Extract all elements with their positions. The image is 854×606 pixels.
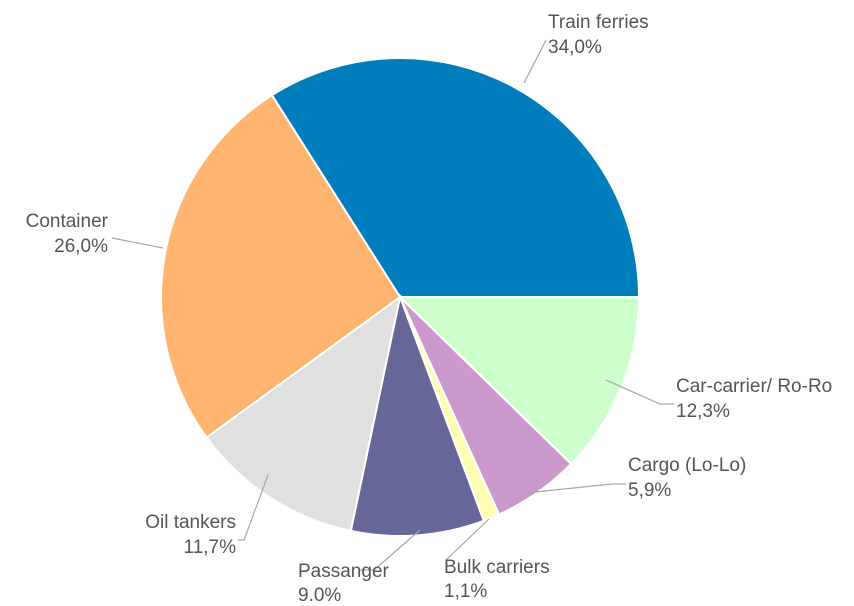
slice-value-label: 26,0%: [54, 236, 108, 257]
leader-line: [605, 379, 674, 405]
slice-name-label: Cargo (Lo-Lo): [628, 455, 746, 476]
slice-value-label: 34,0%: [548, 37, 602, 58]
leader-line: [111, 237, 164, 249]
pie-slice-train-ferries: [270, 57, 641, 298]
slice-name-label: Bulk carriers: [444, 557, 550, 578]
leader-line: [360, 529, 421, 571]
slice-name-label: Train ferries: [548, 12, 649, 33]
slice-value-label: 9.0%: [298, 585, 341, 601]
leader-line: [525, 483, 626, 494]
slice-value-label: 1,1%: [444, 581, 487, 601]
slice-value-label: 12,3%: [676, 401, 730, 422]
leader-line: [445, 518, 490, 561]
slice-value-label: 11,7%: [184, 537, 237, 558]
pie-slice-passanger: [349, 293, 486, 538]
pie-slice-oil-tankers: [205, 294, 402, 533]
slice-name-label: Container: [26, 211, 109, 232]
slice-name-label: Oil tankers: [145, 512, 236, 533]
slice-name-label: Passanger: [298, 561, 390, 582]
slice-name-label: Car-carrier/ Ro-Ro: [676, 376, 832, 397]
slice-value-label: 5,9%: [628, 480, 671, 501]
leader-line: [523, 39, 547, 84]
leader-line: [238, 474, 269, 541]
pie-slice-container: [160, 93, 402, 439]
